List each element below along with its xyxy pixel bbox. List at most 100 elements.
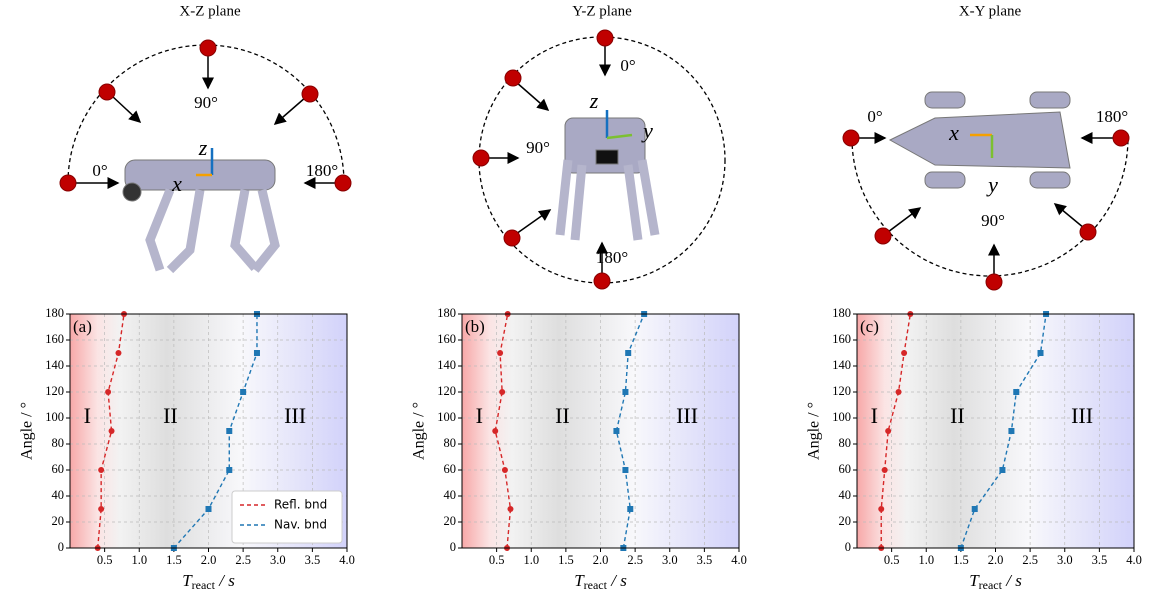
chart: 0 20 40 60 80 100 120 140 160 180 0.5 1.0 1.5 2.0 2.5 3… bbox=[411, 306, 747, 592]
x-label-sub: react bbox=[584, 578, 608, 592]
x-tick-label: 2.0 bbox=[201, 553, 217, 567]
point bbox=[501, 467, 508, 473]
point bbox=[98, 467, 105, 473]
point bbox=[878, 506, 885, 512]
diagram-title: X-Z plane bbox=[179, 3, 241, 19]
robot-top bbox=[888, 91, 1071, 189]
y-axis-label: Angle / ° bbox=[806, 402, 823, 460]
y-tick-label: 100 bbox=[45, 410, 64, 424]
y-tick-label: 120 bbox=[437, 384, 456, 398]
y-tick-label: 80 bbox=[444, 436, 457, 450]
axis-arrows bbox=[196, 110, 994, 177]
angle-label: 180° bbox=[596, 248, 628, 267]
y-tick-label: 20 bbox=[839, 514, 852, 528]
robot-front bbox=[555, 117, 660, 241]
region-label: II bbox=[163, 403, 178, 428]
point bbox=[901, 350, 908, 356]
y-axis-label: Angle / ° bbox=[411, 402, 428, 460]
x-tick-label: 3.5 bbox=[697, 553, 713, 567]
angle-label: 90° bbox=[526, 138, 550, 157]
x-tick-label: 2.0 bbox=[988, 553, 1004, 567]
angle-label: 0° bbox=[92, 161, 107, 180]
point bbox=[613, 428, 620, 434]
point bbox=[253, 350, 260, 356]
y-tick-label: 140 bbox=[45, 358, 64, 372]
panel-label: (b) bbox=[465, 317, 485, 336]
x-tick-label: 1.0 bbox=[131, 553, 147, 567]
angle-label: 180° bbox=[1096, 107, 1128, 126]
dots bbox=[59, 29, 1130, 291]
axis-letter: z bbox=[198, 135, 208, 160]
point bbox=[105, 389, 112, 395]
x-tick-label: 4.0 bbox=[339, 553, 355, 567]
point bbox=[1013, 389, 1020, 395]
y-tick-label: 160 bbox=[832, 332, 851, 346]
x-tick-label: 1.0 bbox=[918, 553, 934, 567]
x-label-unit: / s bbox=[215, 571, 235, 590]
point bbox=[226, 428, 233, 434]
x-axis-label: Treact / s bbox=[574, 571, 627, 592]
x-tick-label: 2.5 bbox=[235, 553, 251, 567]
axis-letter: y bbox=[986, 172, 998, 197]
x-tick-label: 1.0 bbox=[523, 553, 539, 567]
chart: 0 20 40 60 80 100 120 140 160 180 0.5 1.0 1.5 2.0 2.5 3… bbox=[806, 306, 1142, 592]
x-tick-label: 4.0 bbox=[731, 553, 747, 567]
chart: 0 20 40 60 80 100 120 140 160 180 0.5 1.0 1.5 2.0 2.5 3… bbox=[19, 306, 355, 592]
y-tick-label: 20 bbox=[52, 514, 65, 528]
legend-label: Nav. bnd bbox=[274, 518, 327, 532]
y-tick-label: 100 bbox=[437, 410, 456, 424]
axis-letter: z bbox=[589, 88, 599, 113]
y-tick-label: 180 bbox=[832, 306, 851, 320]
x-tick-label: 3.5 bbox=[1092, 553, 1108, 567]
x-tick-label: 3.0 bbox=[270, 553, 286, 567]
x-axis-label: Treact / s bbox=[182, 571, 235, 592]
panel-label: (c) bbox=[860, 317, 879, 336]
y-tick-label: 80 bbox=[52, 436, 65, 450]
legend-box bbox=[231, 490, 343, 544]
point bbox=[507, 506, 514, 512]
point bbox=[1008, 428, 1015, 434]
x-tick-label: 0.5 bbox=[884, 553, 900, 567]
y-tick-label: 60 bbox=[444, 462, 457, 476]
x-tick-label: 2.5 bbox=[627, 553, 643, 567]
region-label: I bbox=[871, 403, 878, 428]
y-tick-label: 0 bbox=[845, 540, 851, 554]
x-axis-label: Treact / s bbox=[969, 571, 1022, 592]
x-label-sub: react bbox=[979, 578, 1003, 592]
x-label-symbol: T bbox=[182, 571, 193, 590]
point bbox=[497, 350, 504, 356]
angle-label: 0° bbox=[620, 56, 635, 75]
x-tick-label: 3.0 bbox=[1057, 553, 1073, 567]
y-tick-label: 100 bbox=[832, 410, 851, 424]
x-tick-label: 3.0 bbox=[662, 553, 678, 567]
y-tick-label: 180 bbox=[45, 306, 64, 320]
plot-frame bbox=[461, 313, 740, 549]
angle-label: 90° bbox=[981, 211, 1005, 230]
y-tick-label: 140 bbox=[832, 358, 851, 372]
panel-label: (a) bbox=[73, 317, 92, 336]
region-label: I bbox=[476, 403, 483, 428]
angle-label: 90° bbox=[194, 93, 218, 112]
x-tick-label: 4.0 bbox=[1126, 553, 1142, 567]
region-label: II bbox=[555, 403, 570, 428]
x-tick-label: 0.5 bbox=[489, 553, 505, 567]
x-tick-label: 1.5 bbox=[953, 553, 969, 567]
legend-label: Refl. bnd bbox=[274, 498, 327, 512]
region-label: III bbox=[1071, 403, 1093, 428]
point bbox=[492, 428, 499, 434]
y-tick-label: 80 bbox=[839, 436, 852, 450]
diagram-title: X-Y plane bbox=[959, 3, 1022, 19]
y-axis-label: Angle / ° bbox=[19, 402, 36, 460]
region-label: III bbox=[676, 403, 698, 428]
point bbox=[627, 506, 634, 512]
point bbox=[885, 428, 892, 434]
point bbox=[895, 389, 902, 395]
x-tick-label: 1.5 bbox=[166, 553, 182, 567]
y-tick-label: 40 bbox=[444, 488, 457, 502]
point bbox=[226, 467, 233, 473]
x-label-unit: / s bbox=[607, 571, 627, 590]
angle-label: 180° bbox=[306, 161, 338, 180]
point bbox=[115, 350, 122, 356]
x-tick-label: 2.0 bbox=[593, 553, 609, 567]
